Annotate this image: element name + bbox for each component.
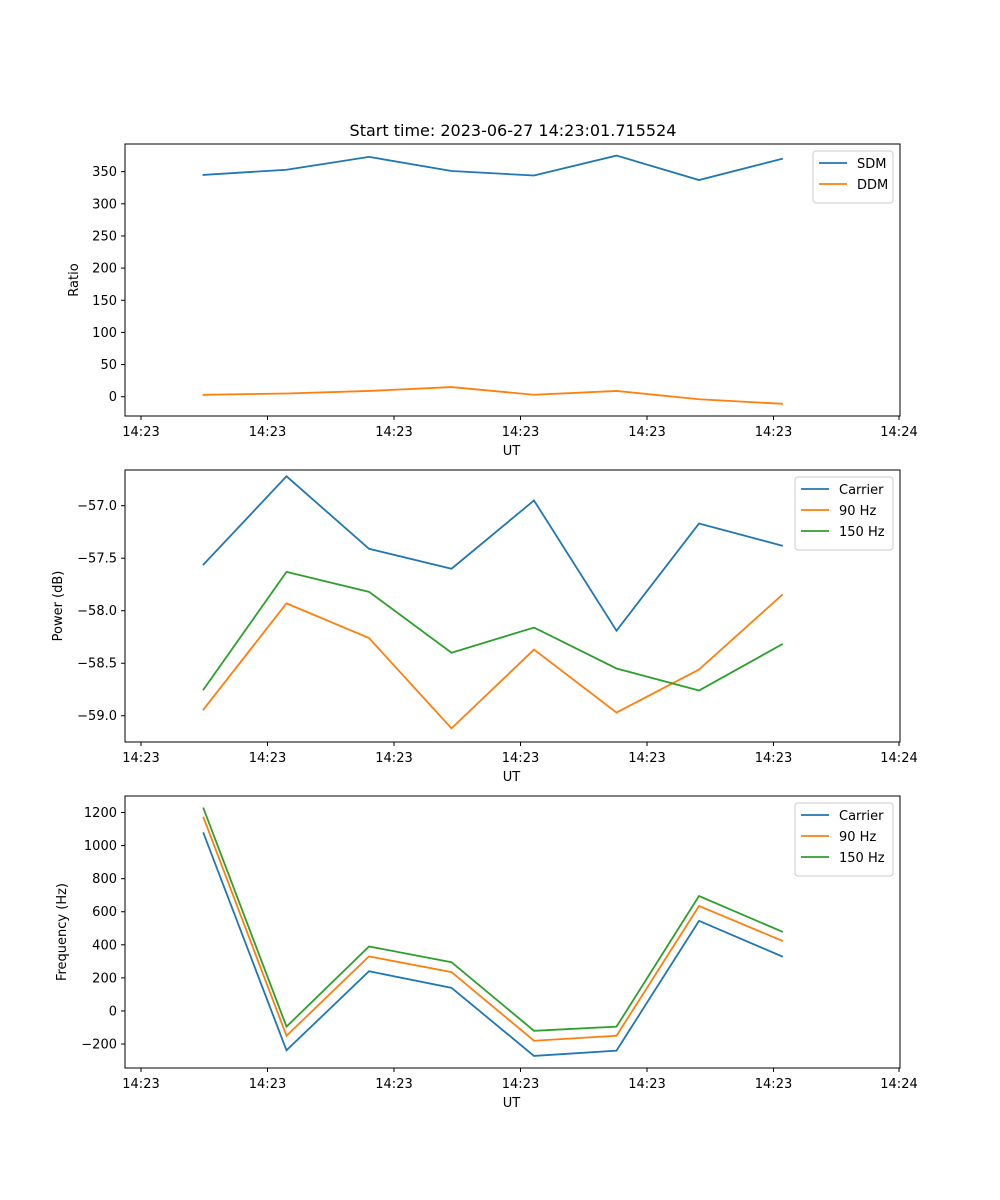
x-tick-label: 14:23 xyxy=(375,425,412,440)
y-tick-label: 1200 xyxy=(84,806,117,821)
y-tick-label: 200 xyxy=(92,262,117,277)
x-tick-label: 14:23 xyxy=(249,1077,286,1092)
x-tick-label: 14:23 xyxy=(755,751,792,766)
x-tick-label: 14:23 xyxy=(628,425,665,440)
subplot-1: 14:23 14:23 14:23 14:23 14:23 14:23 14:24 0 50 10… xyxy=(67,143,918,459)
axes-frame xyxy=(124,795,901,1069)
y-tick-label: 400 xyxy=(92,938,117,953)
y-axis-label: Power (dB) xyxy=(51,571,66,642)
x-tick-label: 14:23 xyxy=(122,1077,159,1092)
y-tick-label: 0 xyxy=(109,390,117,405)
legend-label: 150 Hz xyxy=(839,525,885,540)
x-tick-label: 14:24 xyxy=(880,751,917,766)
x-tick-label: 14:23 xyxy=(249,751,286,766)
x-axis-label: UT xyxy=(503,770,521,785)
series-line-sdm xyxy=(202,154,784,181)
x-tick-label: 14:23 xyxy=(628,1077,665,1092)
x-tick-label: 14:23 xyxy=(375,751,412,766)
x-tick-label: 14:23 xyxy=(249,425,286,440)
legend-label: SDM xyxy=(857,157,886,172)
y-tick-label: 100 xyxy=(92,326,117,341)
legend-label: 150 Hz xyxy=(839,851,885,866)
x-tick-label: 14:23 xyxy=(122,425,159,440)
legend-label: 90 Hz xyxy=(839,830,876,845)
x-tick-label: 14:23 xyxy=(375,1077,412,1092)
x-tick-label: 14:23 xyxy=(122,751,159,766)
y-tick-label: −200 xyxy=(81,1038,117,1053)
y-tick-label: 200 xyxy=(92,971,117,986)
y-tick-label: −57.0 xyxy=(77,499,117,514)
y-tick-label: −59.0 xyxy=(77,709,117,724)
y-tick-label: 150 xyxy=(92,294,117,309)
y-axis-label: Ratio xyxy=(67,263,82,296)
legend-box xyxy=(812,150,894,204)
y-tick-label: 250 xyxy=(92,229,117,244)
series-line-150-hz xyxy=(202,570,784,692)
x-tick-label: 14:24 xyxy=(880,425,917,440)
y-tick-label: 300 xyxy=(92,197,117,212)
axes-frame xyxy=(124,469,901,743)
y-tick-label: 50 xyxy=(100,358,117,373)
legend-label: Carrier xyxy=(839,809,884,824)
y-tick-label: 600 xyxy=(92,905,117,920)
x-tick-label: 14:23 xyxy=(502,751,539,766)
figure-title: Start time: 2023-06-27 14:23:01.715524 xyxy=(350,121,677,140)
axes-frame xyxy=(124,143,901,417)
subplots: 14:23 14:23 14:23 14:23 14:23 14:23 14:24 0 50 10… xyxy=(51,143,918,1111)
y-tick-label: 800 xyxy=(92,872,117,887)
y-tick-label: 1000 xyxy=(84,839,117,854)
legend-label: Carrier xyxy=(839,483,884,498)
x-tick-label: 14:23 xyxy=(755,425,792,440)
legend-label: DDM xyxy=(857,178,888,193)
y-tick-label: −58.0 xyxy=(77,604,117,619)
legend: SDM DDM xyxy=(812,150,894,204)
series-line-carrier xyxy=(202,832,784,1057)
x-axis-label: UT xyxy=(503,1096,521,1111)
x-tick-label: 14:23 xyxy=(502,425,539,440)
series-line-90-hz xyxy=(202,816,784,1042)
y-axis-label: Frequency (Hz) xyxy=(55,883,70,981)
subplot-2: 14:23 14:23 14:23 14:23 14:23 14:23 14:24 −59.0… xyxy=(51,469,918,785)
legend: Carrier 90 Hz 150 Hz xyxy=(794,802,894,877)
series-line-90-hz xyxy=(202,593,784,730)
x-axis-label: UT xyxy=(503,444,521,459)
series-line-ddm xyxy=(202,386,783,405)
y-tick-label: 0 xyxy=(109,1004,117,1019)
x-tick-label: 14:24 xyxy=(880,1077,917,1092)
legend: Carrier 90 Hz 150 Hz xyxy=(794,476,894,551)
series-line-150-hz xyxy=(202,807,784,1032)
x-tick-label: 14:23 xyxy=(755,1077,792,1092)
subplot-3: 14:23 14:23 14:23 14:23 14:23 14:23 14:24 −200 0… xyxy=(55,795,918,1111)
y-tick-label: −58.5 xyxy=(77,657,117,672)
series-line-carrier xyxy=(202,475,784,633)
y-tick-label: 350 xyxy=(92,165,117,180)
legend-label: 90 Hz xyxy=(839,504,876,519)
x-tick-label: 14:23 xyxy=(502,1077,539,1092)
x-tick-label: 14:23 xyxy=(628,751,665,766)
y-tick-label: −57.5 xyxy=(77,552,117,567)
